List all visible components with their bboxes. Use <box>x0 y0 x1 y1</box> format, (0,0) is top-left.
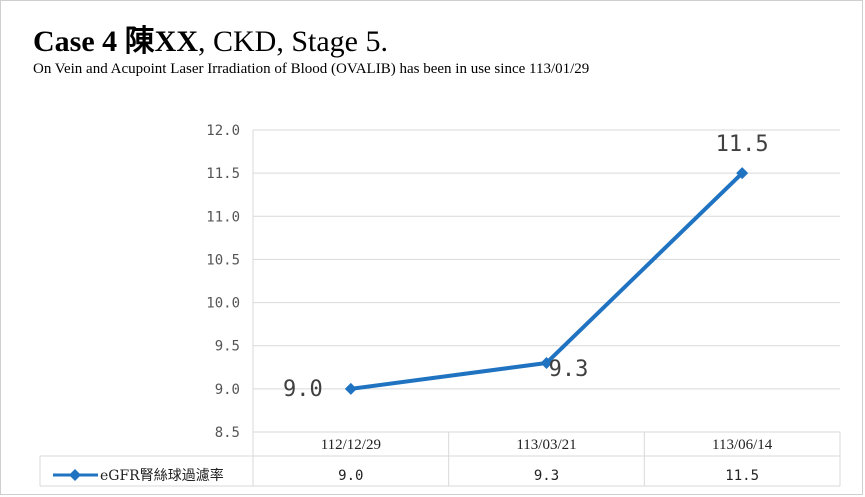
title-patient: 陳XX <box>124 25 198 58</box>
data-label: 11.5 <box>716 132 769 157</box>
y-tick-label: 9.5 <box>215 339 240 355</box>
series-line <box>350 171 744 391</box>
data-label: 9.0 <box>283 377 323 402</box>
y-tick-label: 10.0 <box>206 296 240 312</box>
y-tick-label: 9.0 <box>215 382 240 398</box>
y-tick-label: 12.0 <box>206 123 240 139</box>
x-category-label: 113/06/14 <box>712 437 773 453</box>
legend-series-name: eGFR腎絲球過濾率 <box>100 467 224 484</box>
table-value-cell: 9.0 <box>338 468 363 484</box>
table-value-cell: 9.3 <box>534 468 559 484</box>
page-title: Case 4 陳XX, CKD, Stage 5. <box>33 16 388 60</box>
chart-subtitle: On Vein and Acupoint Laser Irradiation o… <box>33 61 590 77</box>
y-tick-label: 8.5 <box>215 425 240 441</box>
x-category-label: 113/03/21 <box>516 437 576 453</box>
table-value-cell: 11.5 <box>725 468 759 484</box>
x-category-label: 112/12/29 <box>321 437 381 453</box>
data-point-marker <box>540 356 553 369</box>
y-tick-label: 11.0 <box>206 209 240 225</box>
data-label: 9.3 <box>549 357 589 382</box>
data-point-marker <box>344 382 357 395</box>
y-tick-label: 10.5 <box>206 252 240 268</box>
title-case: Case 4 <box>33 25 118 58</box>
data-point-marker <box>736 167 749 180</box>
y-tick-label: 11.5 <box>206 166 240 182</box>
legend-diamond-marker <box>69 469 81 481</box>
title-diagnosis: , CKD, Stage 5. <box>198 25 388 58</box>
